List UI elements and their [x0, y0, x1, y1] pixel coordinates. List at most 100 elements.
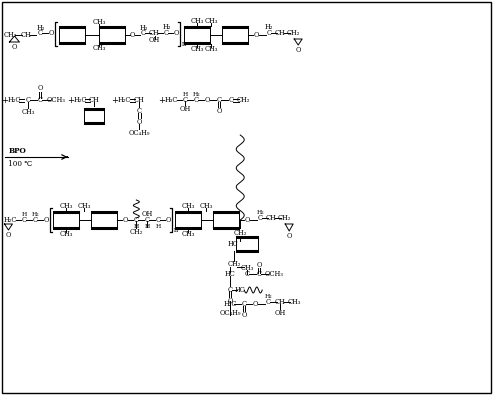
Text: H₂: H₂: [264, 293, 272, 299]
Text: C: C: [137, 107, 142, 115]
Text: O: O: [137, 118, 142, 126]
Text: C: C: [22, 216, 27, 224]
Text: O: O: [123, 216, 128, 224]
Text: +: +: [158, 96, 165, 105]
Text: CH₂: CH₂: [278, 214, 291, 222]
Text: C: C: [245, 270, 250, 278]
Bar: [84, 109, 105, 123]
Text: H₃C: H₃C: [165, 96, 178, 104]
Text: CH: CH: [134, 96, 145, 104]
Text: CH₃: CH₃: [200, 202, 213, 210]
Text: H: H: [134, 224, 139, 228]
Text: H₂: H₂: [256, 209, 264, 214]
Text: C: C: [38, 96, 43, 104]
Text: CH₃: CH₃: [191, 17, 204, 25]
Text: CH₂: CH₂: [130, 228, 143, 236]
Text: HC: HC: [225, 270, 236, 278]
Text: O: O: [6, 231, 11, 239]
Text: H₂: H₂: [192, 92, 200, 96]
Text: O: O: [174, 29, 179, 37]
Text: HC: HC: [235, 286, 246, 294]
Text: C: C: [156, 216, 161, 224]
Text: CH: CH: [275, 29, 285, 37]
Text: 100 ℃: 100 ℃: [8, 160, 33, 168]
Bar: [91, 212, 117, 228]
Text: +: +: [1, 96, 8, 105]
Text: n: n: [174, 226, 178, 234]
Bar: [213, 212, 239, 228]
Text: CH: CH: [149, 29, 160, 37]
Bar: [53, 212, 79, 228]
Bar: [222, 27, 248, 43]
Text: C: C: [229, 96, 234, 104]
Text: H: H: [22, 211, 27, 216]
Text: H₂: H₂: [36, 24, 44, 32]
Text: +: +: [111, 96, 118, 105]
Text: C: C: [183, 96, 188, 104]
Text: BPO: BPO: [8, 147, 26, 155]
Text: O: O: [286, 232, 292, 240]
Text: CH: CH: [89, 96, 100, 104]
Bar: [184, 27, 211, 43]
Text: CH: CH: [266, 214, 277, 222]
Text: CH₂: CH₂: [4, 31, 17, 39]
Bar: [176, 212, 201, 228]
Text: C: C: [266, 298, 271, 306]
Text: OC₄H₉: OC₄H₉: [219, 309, 241, 317]
Text: OH: OH: [179, 105, 191, 113]
Text: CH₃: CH₃: [191, 45, 204, 53]
Text: CH₃: CH₃: [93, 44, 106, 52]
Text: C: C: [267, 29, 272, 37]
Text: O: O: [256, 261, 262, 269]
Text: H₂: H₂: [265, 23, 274, 31]
Text: OH: OH: [141, 210, 153, 218]
Text: O: O: [130, 31, 135, 39]
Text: C: C: [217, 96, 222, 104]
Text: C: C: [242, 300, 246, 308]
Text: H: H: [156, 224, 161, 228]
Text: CH₃: CH₃: [181, 202, 195, 210]
Text: CH₂: CH₂: [228, 260, 241, 268]
Text: H₂: H₂: [139, 24, 147, 32]
Text: CH₃: CH₃: [205, 45, 218, 53]
Text: CH₃: CH₃: [205, 17, 218, 25]
Text: H: H: [183, 92, 188, 96]
Text: HC: HC: [228, 240, 239, 248]
Text: OH: OH: [275, 309, 286, 317]
Text: C: C: [33, 216, 38, 224]
Text: CH: CH: [21, 31, 32, 39]
Text: OCH₃: OCH₃: [265, 270, 283, 278]
Bar: [100, 27, 125, 43]
Text: O: O: [216, 107, 222, 115]
Text: H₂C: H₂C: [73, 96, 87, 104]
Bar: [60, 27, 85, 43]
Text: CH₃: CH₃: [60, 230, 73, 238]
Text: O: O: [245, 216, 250, 224]
Text: CH₃: CH₃: [60, 202, 73, 210]
Bar: [236, 237, 258, 251]
Text: CH₂: CH₂: [234, 229, 247, 237]
Text: CH: CH: [275, 298, 285, 306]
Text: O: O: [295, 46, 301, 54]
Text: H₂C: H₂C: [8, 96, 21, 104]
Text: H₂: H₂: [32, 211, 39, 216]
Text: C: C: [257, 270, 262, 278]
Text: C: C: [258, 214, 263, 222]
Text: C: C: [228, 286, 233, 294]
Text: OCH₃: OCH₃: [47, 96, 66, 104]
Text: CH₃: CH₃: [93, 18, 106, 26]
Text: O: O: [252, 300, 258, 308]
Text: +: +: [67, 96, 74, 105]
Text: O: O: [12, 43, 17, 51]
Text: C: C: [26, 96, 31, 104]
Text: H₂: H₂: [162, 23, 171, 31]
Text: n: n: [182, 40, 186, 48]
Text: H₂C: H₂C: [118, 96, 131, 104]
Text: H: H: [145, 224, 150, 228]
Text: O: O: [205, 96, 210, 104]
Text: CH₂: CH₂: [237, 96, 250, 104]
Text: C: C: [164, 29, 169, 37]
Text: C: C: [38, 29, 43, 37]
Text: O: O: [166, 216, 171, 224]
Text: OC₄H₉: OC₄H₉: [129, 129, 150, 137]
